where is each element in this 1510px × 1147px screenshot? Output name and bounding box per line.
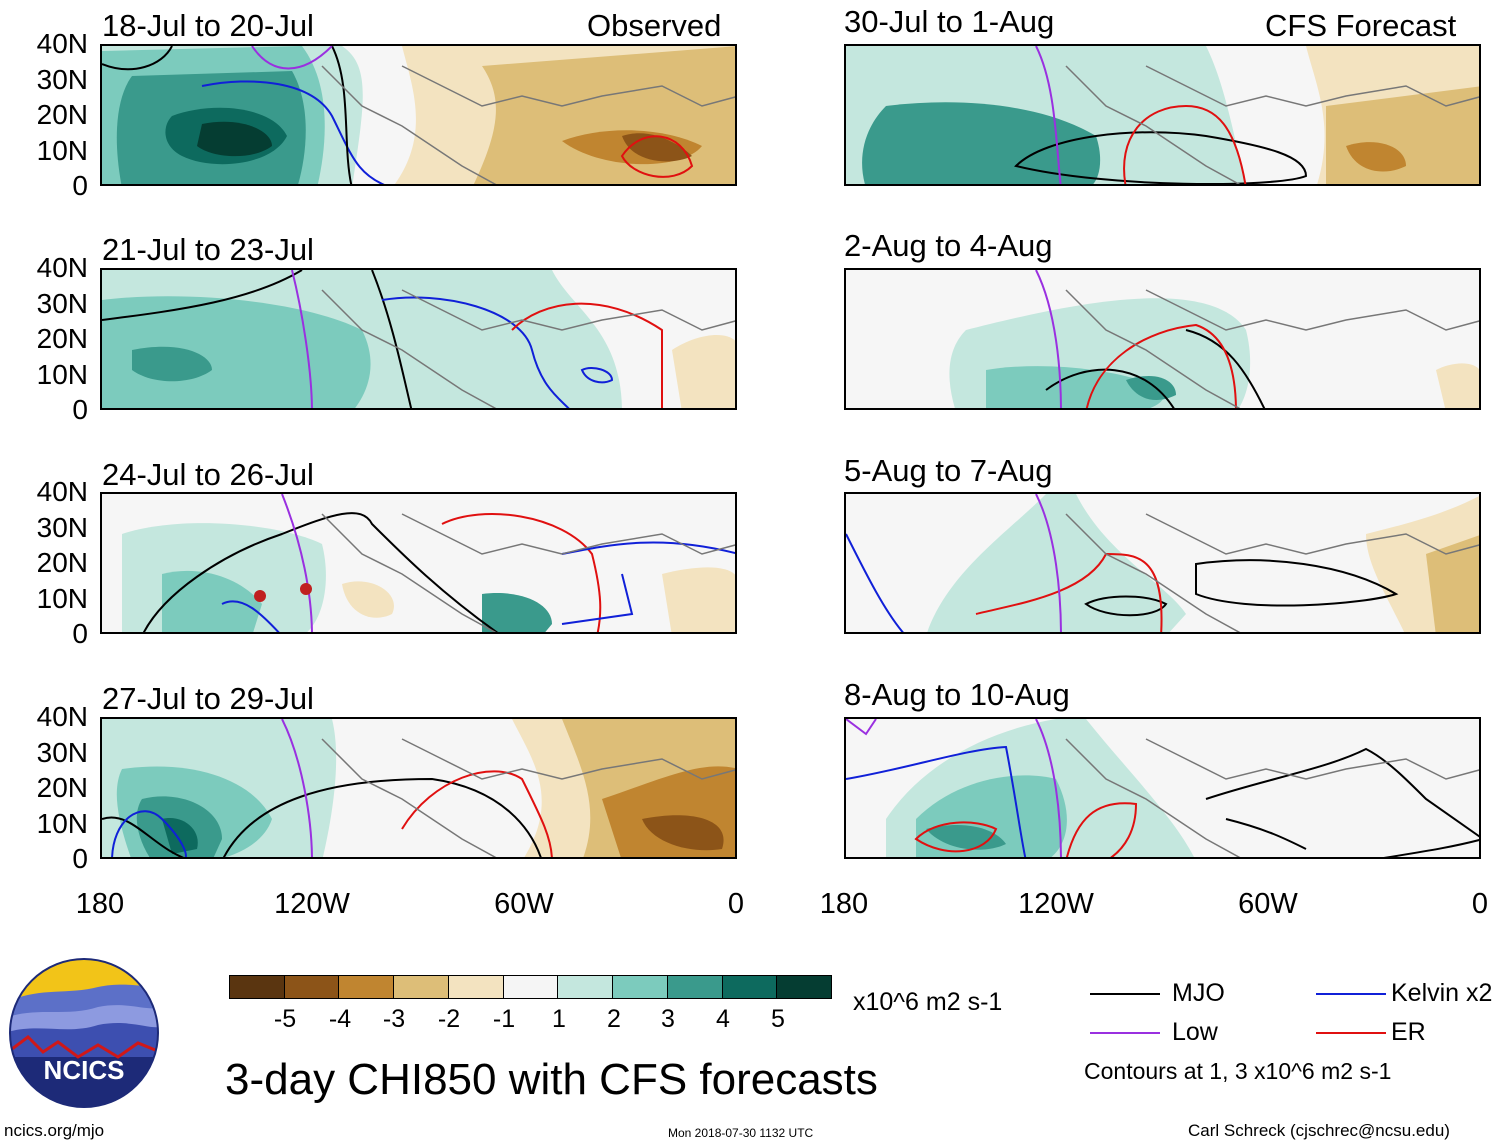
ytick-30n-1: 30N <box>36 64 88 95</box>
ytick-40n-1: 40N <box>36 28 88 59</box>
ytick-30n-2: 30N <box>36 288 88 319</box>
contour-note: Contours at 1, 3 x10^6 m2 s-1 <box>1084 1058 1392 1084</box>
ytick-40n-3: 40N <box>36 476 88 507</box>
logo-text: NCICS <box>44 1055 125 1085</box>
colorbar-units: x10^6 m2 s-1 <box>853 988 1003 1016</box>
xtick-120w-right: 120W <box>1018 888 1094 920</box>
xtick-0-left: 0 <box>727 888 745 920</box>
ytick-10n-3: 10N <box>36 583 88 614</box>
map-panel-6 <box>844 268 1481 410</box>
cfs-column-label: CFS Forecast <box>1265 8 1457 43</box>
cbar-bin-2 <box>284 976 340 998</box>
cbar-label-p3: 3 <box>661 1005 675 1033</box>
main-title: 3-day CHI850 with CFS forecasts <box>225 1055 878 1104</box>
panel-title-1: 18-Jul to 20-Jul <box>102 8 314 43</box>
map-panel-5 <box>844 44 1481 186</box>
map-panel-1 <box>100 44 737 186</box>
cbar-bin-7 <box>558 976 614 998</box>
ncics-logo: NCICS <box>8 957 160 1109</box>
panel-6-fields <box>949 270 1479 408</box>
cbar-label-m3: -3 <box>382 1005 406 1033</box>
cbar-label-m2: -2 <box>437 1005 461 1033</box>
cbar-bin-5 <box>448 976 504 998</box>
timestamp: Mon 2018-07-30 1132 UTC <box>668 1126 814 1140</box>
panel-title-4: 27-Jul to 29-Jul <box>102 681 314 716</box>
cbar-bin-1 <box>230 976 285 998</box>
cbar-label-m4: -4 <box>328 1005 352 1033</box>
ytick-20n-1: 20N <box>36 99 88 130</box>
cbar-bin-9 <box>667 976 723 998</box>
panel-1-fields <box>102 46 735 184</box>
ytick-10n-2: 10N <box>36 359 88 390</box>
map-panel-3 <box>100 492 737 634</box>
legend-kelvin-line <box>1316 993 1386 995</box>
observed-column-label: Observed <box>587 8 722 43</box>
panel-3-fields <box>122 494 735 632</box>
legend-mjo-line <box>1090 993 1160 995</box>
panel-title-7: 5-Aug to 7-Aug <box>844 453 1053 488</box>
cbar-label-p2: 2 <box>607 1005 621 1033</box>
xtick-60w-left: 60W <box>494 888 554 920</box>
cbar-label-m5: -5 <box>273 1005 297 1033</box>
panel-8-fields <box>846 719 1479 857</box>
ytick-30n-3: 30N <box>36 512 88 543</box>
xtick-180-right: 180 <box>819 888 869 920</box>
cbar-label-p1: 1 <box>552 1005 566 1033</box>
panel-title-8: 8-Aug to 10-Aug <box>844 677 1070 712</box>
map-panel-8 <box>844 717 1481 859</box>
legend-low-label: Low <box>1172 1018 1218 1046</box>
cbar-label-p4: 4 <box>716 1005 730 1033</box>
panel-title-2: 21-Jul to 23-Jul <box>102 232 314 267</box>
ytick-10n-1: 10N <box>36 135 88 166</box>
panel-title-5: 30-Jul to 1-Aug <box>844 4 1055 39</box>
map-panel-7 <box>844 492 1481 634</box>
xtick-180-left: 180 <box>75 888 125 920</box>
legend-low-line <box>1090 1032 1160 1034</box>
author: Carl Schreck (cjschrec@ncsu.edu) <box>1188 1121 1450 1140</box>
cbar-bin-6 <box>503 976 559 998</box>
legend-mjo-label: MJO <box>1172 979 1225 1007</box>
ytick-40n-2: 40N <box>36 252 88 283</box>
legend-er-label: ER <box>1391 1018 1426 1046</box>
ytick-10n-4: 10N <box>36 808 88 839</box>
xtick-0-right: 0 <box>1471 888 1489 920</box>
map-panel-4 <box>100 717 737 859</box>
cbar-bin-11 <box>777 976 832 998</box>
panel-5-fields <box>846 46 1479 184</box>
ytick-20n-2: 20N <box>36 323 88 354</box>
ytick-40n-4: 40N <box>36 701 88 732</box>
cbar-bin-3 <box>339 976 395 998</box>
ytick-20n-4: 20N <box>36 772 88 803</box>
ytick-0-3: 0 <box>72 618 88 649</box>
site-url[interactable]: ncics.org/mjo <box>4 1121 105 1140</box>
panel-title-3: 24-Jul to 26-Jul <box>102 457 314 492</box>
ytick-0-4: 0 <box>72 843 88 874</box>
cbar-bin-8 <box>613 976 668 998</box>
ytick-20n-3: 20N <box>36 547 88 578</box>
panel-2-fields <box>102 270 735 408</box>
map-panel-2 <box>100 268 737 410</box>
legend-er-line <box>1316 1032 1386 1034</box>
xtick-60w-right: 60W <box>1238 888 1298 920</box>
ytick-0-1: 0 <box>72 170 88 201</box>
panel-7-fields <box>846 494 1479 632</box>
ytick-0-2: 0 <box>72 394 88 425</box>
panel-4-fields <box>102 719 735 857</box>
colorbar <box>229 975 832 999</box>
cbar-bin-10 <box>722 976 778 998</box>
legend-kelvin-label: Kelvin x2 <box>1391 979 1493 1007</box>
xtick-120w-left: 120W <box>274 888 350 920</box>
ytick-30n-4: 30N <box>36 737 88 768</box>
cbar-label-p5: 5 <box>771 1005 785 1033</box>
cbar-bin-4 <box>394 976 449 998</box>
cbar-label-m1: -1 <box>492 1005 516 1033</box>
panel-title-6: 2-Aug to 4-Aug <box>844 228 1053 263</box>
